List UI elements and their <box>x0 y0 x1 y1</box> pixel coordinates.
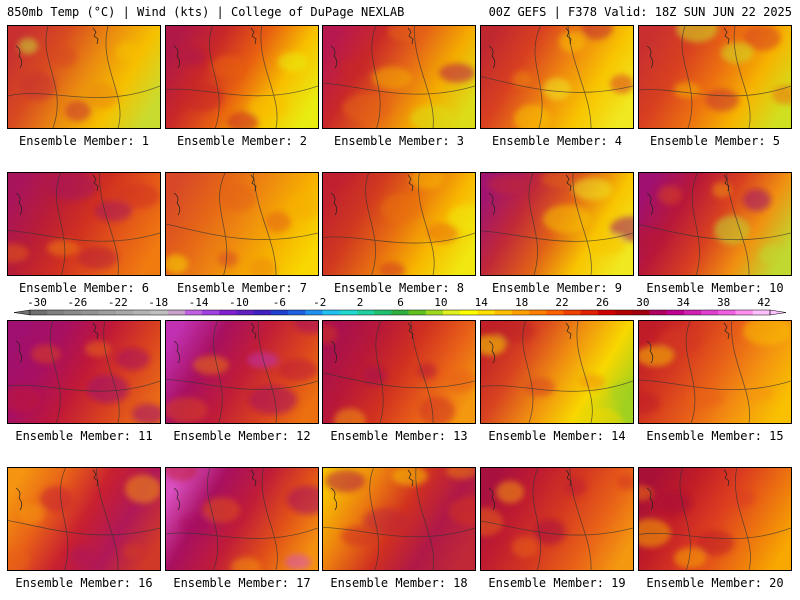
color-scale-tick-label: -2 <box>313 296 327 309</box>
ensemble-member-map <box>638 320 792 424</box>
ensemble-member-label: Ensemble Member: 6 <box>18 281 150 295</box>
color-scale-tick-label: 42 <box>757 296 771 309</box>
ensemble-member-label: Ensemble Member: 9 <box>491 281 623 295</box>
ensemble-member-map <box>480 467 634 571</box>
ensemble-member-map <box>480 25 634 129</box>
ensemble-member-label: Ensemble Member: 4 <box>491 134 623 148</box>
ensemble-member-map <box>322 172 476 276</box>
ensemble-member-label: Ensemble Member: 8 <box>333 281 465 295</box>
ensemble-member-label: Ensemble Member: 5 <box>649 134 781 148</box>
color-scale-tick-label: 10 <box>434 296 448 309</box>
ensemble-member-map <box>322 467 476 571</box>
color-scale-tick-label: 30 <box>636 296 650 309</box>
color-scale-tick-label: -14 <box>188 296 209 309</box>
ensemble-member-label: Ensemble Member: 15 <box>646 429 784 443</box>
color-scale-tick-label: 14 <box>474 296 488 309</box>
ensemble-member-map <box>165 25 319 129</box>
color-scale-tick-label: 2 <box>356 296 364 309</box>
ensemble-member-label: Ensemble Member: 13 <box>330 429 468 443</box>
ensemble-member-map <box>165 467 319 571</box>
ensemble-member-map <box>7 25 161 129</box>
header-left-title: 850mb Temp (°C) | Wind (kts) | College o… <box>7 5 405 19</box>
ensemble-member-label: Ensemble Member: 11 <box>15 429 153 443</box>
color-scale-bar <box>13 309 787 316</box>
header-right-title: 00Z GEFS | F378 Valid: 18Z SUN JUN 22 20… <box>488 5 792 19</box>
ensemble-member-label: Ensemble Member: 14 <box>488 429 626 443</box>
ensemble-member-map <box>7 467 161 571</box>
ensemble-member-label: Ensemble Member: 18 <box>330 576 468 590</box>
color-scale-tick-label: 34 <box>676 296 690 309</box>
ensemble-member-map <box>7 320 161 424</box>
ensemble-member-map <box>322 25 476 129</box>
color-scale-tick-label: -18 <box>148 296 169 309</box>
color-scale-tick-label: 38 <box>716 296 731 309</box>
color-scale-tick-label: -30 <box>27 296 47 309</box>
ensemble-member-map <box>638 467 792 571</box>
ensemble-member-label: Ensemble Member: 2 <box>176 134 308 148</box>
color-scale-tick-label: 22 <box>555 296 569 309</box>
ensemble-member-map <box>7 172 161 276</box>
ensemble-member-label: Ensemble Member: 16 <box>15 576 153 590</box>
ensemble-member-map <box>165 172 319 276</box>
ensemble-member-label: Ensemble Member: 1 <box>18 134 150 148</box>
ensemble-member-label: Ensemble Member: 20 <box>646 576 784 590</box>
ensemble-member-map <box>480 172 634 276</box>
ensemble-member-map <box>322 320 476 424</box>
color-scale-tick-label: 26 <box>595 296 610 309</box>
ensemble-member-label: Ensemble Member: 17 <box>173 576 311 590</box>
color-scale-tick-label: -22 <box>107 296 128 309</box>
ensemble-member-label: Ensemble Member: 12 <box>173 429 311 443</box>
ensemble-member-map <box>480 320 634 424</box>
ensemble-member-label: Ensemble Member: 3 <box>333 134 465 148</box>
ensemble-member-map <box>638 172 792 276</box>
color-scale-tick-label: -26 <box>67 296 88 309</box>
ensemble-member-label: Ensemble Member: 7 <box>176 281 308 295</box>
ensemble-member-label: Ensemble Member: 10 <box>646 281 784 295</box>
ensemble-member-label: Ensemble Member: 19 <box>488 576 626 590</box>
color-scale-tick-label: 18 <box>515 296 529 309</box>
color-scale-tick-label: 6 <box>397 296 404 309</box>
color-scale-tick-label: -10 <box>229 296 249 309</box>
ensemble-member-map <box>165 320 319 424</box>
ensemble-member-map <box>638 25 792 129</box>
color-scale-tick-label: -6 <box>272 296 286 309</box>
